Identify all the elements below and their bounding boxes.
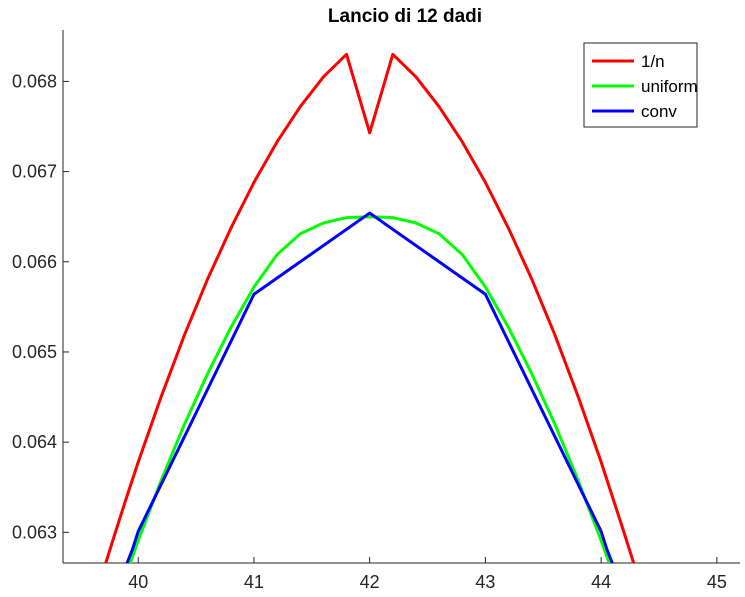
x-tick-label: 43 (475, 572, 495, 592)
series-line-1-n (104, 52, 636, 563)
axes: 40 41 42 43 44 45 0.063 0.064 0.065 0.066 0.067 0.0… (12, 30, 740, 592)
plot-lines (104, 52, 636, 563)
y-tick-label: 0.068 (12, 71, 57, 91)
legend: 1/n uniform conv (583, 42, 698, 128)
series-line-uniform (128, 215, 611, 563)
x-tick-label: 44 (591, 572, 611, 592)
y-tick-label: 0.066 (12, 252, 57, 272)
chart-title: Lancio di 12 dadi (328, 6, 482, 27)
x-tick-label: 42 (360, 572, 380, 592)
x-tick-label: 41 (244, 572, 264, 592)
y-tick-label: 0.065 (12, 342, 57, 362)
series-line-conv (125, 211, 614, 563)
x-tick-label: 45 (707, 572, 727, 592)
y-tick-label: 0.067 (12, 162, 57, 182)
y-tick-label: 0.063 (12, 522, 57, 542)
y-tick-label: 0.064 (12, 432, 57, 452)
legend-label: 1/n (641, 52, 665, 71)
x-tick-label: 40 (128, 572, 148, 592)
legend-label: uniform (641, 77, 698, 96)
legend-label: conv (641, 102, 677, 121)
